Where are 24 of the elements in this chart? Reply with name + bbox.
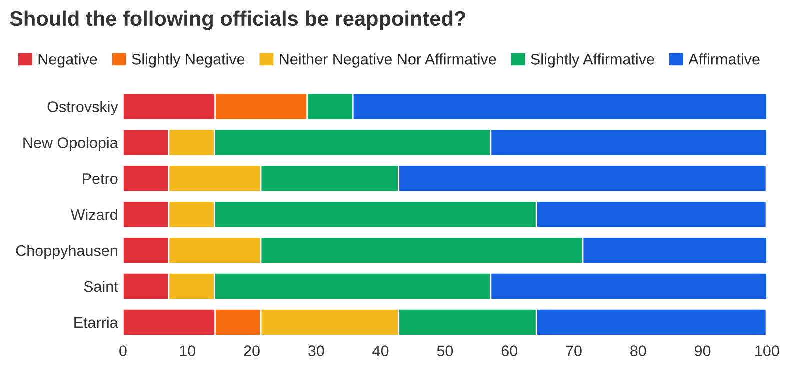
- x-tick-label: 20: [244, 346, 260, 356]
- legend-label: Affirmative: [688, 54, 760, 65]
- chart-title: Should the following officials be reappointed?: [10, 10, 466, 30]
- y-tick-label: Choppyhausen: [16, 245, 118, 260]
- x-tick-label: 80: [630, 346, 646, 356]
- y-tick-label: Ostrovskiy: [48, 101, 118, 116]
- legend-label: Negative: [38, 54, 98, 68]
- y-tick-label: Wizard: [70, 209, 118, 220]
- y-tick-label: Etarria: [74, 316, 118, 328]
- x-tick-label: 90: [695, 346, 711, 356]
- y-tick-label: Petro: [83, 174, 118, 184]
- x-tick-label: 50: [437, 346, 454, 356]
- x-tick-label: 70: [566, 346, 582, 356]
- x-tick-label: 40: [372, 346, 389, 356]
- legend-label: Slightly Negative: [132, 54, 245, 68]
- x-tick-label: 30: [308, 346, 324, 356]
- x-tick-label: 100: [756, 346, 780, 356]
- x-tick-label: 10: [180, 346, 196, 356]
- legend-label: Slightly Affirmative: [531, 54, 654, 68]
- legend-label: Neither Negative Nor Affirmative: [280, 54, 496, 68]
- x-tick-label: 0: [120, 346, 127, 356]
- y-tick-label: New Opolopia: [24, 137, 118, 152]
- y-tick-label: Saint: [84, 280, 118, 292]
- x-tick-label: 60: [502, 346, 518, 356]
